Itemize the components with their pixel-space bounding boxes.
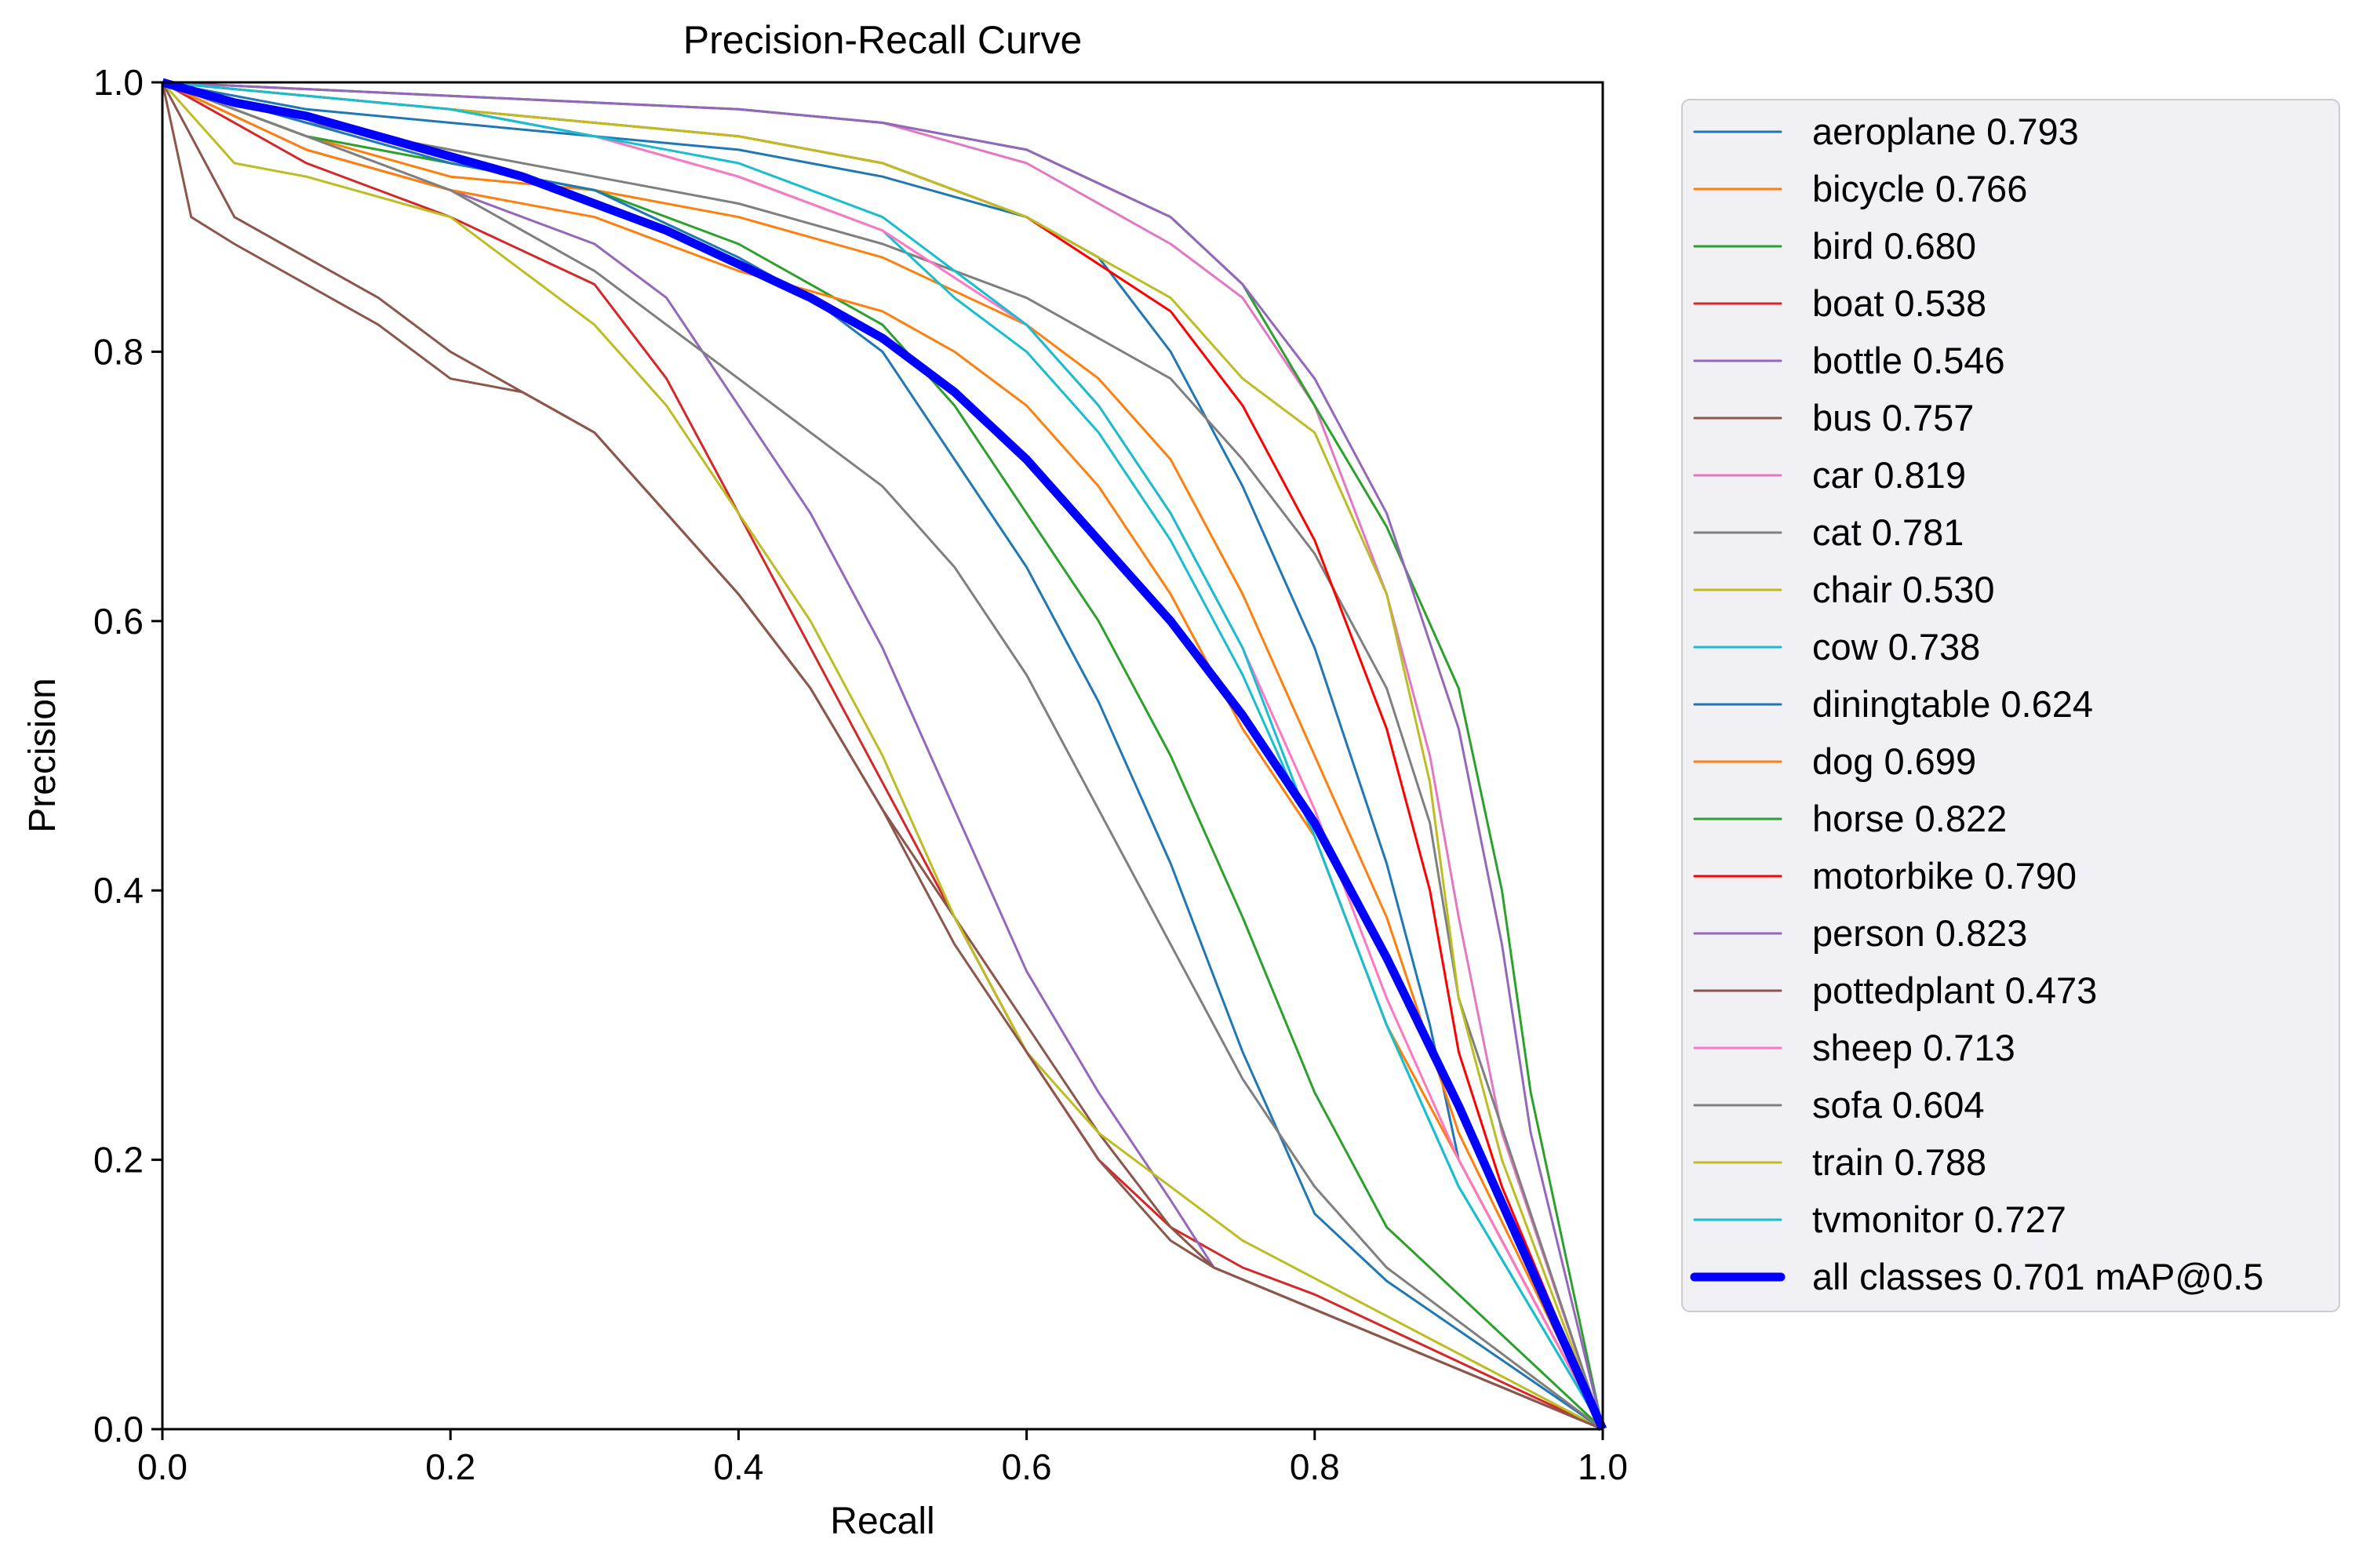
legend-label-sheep: sheep 0.713 [1812, 1027, 2015, 1068]
legend-label-bus: bus 0.757 [1812, 397, 1974, 438]
y-tick-label: 1.0 [93, 62, 144, 103]
series-line-tvmonitor [162, 81, 1604, 1430]
x-axis-label: Recall [830, 1501, 934, 1542]
legend-label-bottle: bottle 0.546 [1812, 340, 2005, 381]
legend-label-car: car 0.819 [1812, 454, 1966, 496]
y-axis-label: Precision [22, 678, 64, 832]
series-line-pottedplant [161, 82, 1604, 1431]
y-tick-label: 0.4 [93, 870, 144, 911]
series-line-all-classes [161, 78, 1607, 1432]
series-lines [161, 78, 1607, 1432]
y-tick-label: 0.6 [93, 601, 144, 642]
x-tick-label: 0.8 [1290, 1446, 1340, 1487]
legend-label-motorbike: motorbike 0.790 [1812, 855, 2077, 897]
legend-label-sofa: sofa 0.604 [1812, 1084, 1985, 1126]
legend: aeroplane 0.793 bicycle 0.766 bird 0.680 bo… [1681, 99, 2340, 1312]
legend-label-boat: boat 0.538 [1812, 282, 1986, 324]
series-line-boat [162, 81, 1604, 1431]
x-tick-label: 0.4 [713, 1446, 763, 1487]
legend-label-tvmonitor: tvmonitor 0.727 [1812, 1199, 2066, 1240]
legend-label-train: train 0.788 [1812, 1141, 1986, 1183]
legend-entries: aeroplane 0.793 bicycle 0.766 bird 0.680 bo… [1690, 111, 2263, 1297]
legend-box [1681, 99, 2340, 1312]
legend-label-chair: chair 0.530 [1812, 569, 1995, 610]
legend-label-all-classes: all classes 0.701 mAP@0.5 [1812, 1256, 2263, 1297]
legend-label-diningtable: diningtable 0.624 [1812, 683, 2093, 725]
legend-label-pottedplant: pottedplant 0.473 [1812, 970, 2097, 1011]
series-line-cat [162, 81, 1604, 1430]
legend-label-bird: bird 0.680 [1812, 225, 1976, 267]
series-line-bottle [162, 81, 1604, 1431]
series-line-chair [161, 82, 1604, 1431]
legend-label-aeroplane: aeroplane 0.793 [1812, 111, 2079, 152]
y-tick-label: 0.2 [93, 1140, 144, 1181]
axis-ticks: 0.0 0.2 0.4 0.6 0.8 1.0 0.0 0.2 0.4 0.6 0.8 1.0 [93, 62, 1628, 1487]
series-line-bicycle [162, 81, 1604, 1430]
y-tick-label: 0.0 [93, 1409, 144, 1450]
legend-label-cow: cow 0.738 [1812, 626, 1980, 668]
x-tick-label: 0.6 [1002, 1446, 1052, 1487]
plot-frame [161, 81, 1604, 1431]
legend-label-person: person 0.823 [1812, 912, 2027, 954]
series-line-train [162, 81, 1604, 1430]
legend-label-bicycle: bicycle 0.766 [1812, 168, 2027, 209]
chart-title: Precision-Recall Curve [683, 18, 1083, 62]
series-line-person [162, 81, 1604, 1430]
legend-label-cat: cat 0.781 [1812, 511, 1964, 553]
legend-label-dog: dog 0.699 [1812, 740, 1976, 782]
x-tick-label: 0.0 [137, 1446, 187, 1487]
legend-label-horse: horse 0.822 [1812, 798, 2007, 839]
y-tick-label: 0.8 [93, 331, 144, 372]
x-tick-label: 1.0 [1578, 1446, 1628, 1487]
series-line-sofa [162, 81, 1604, 1431]
x-tick-label: 0.2 [425, 1446, 475, 1487]
